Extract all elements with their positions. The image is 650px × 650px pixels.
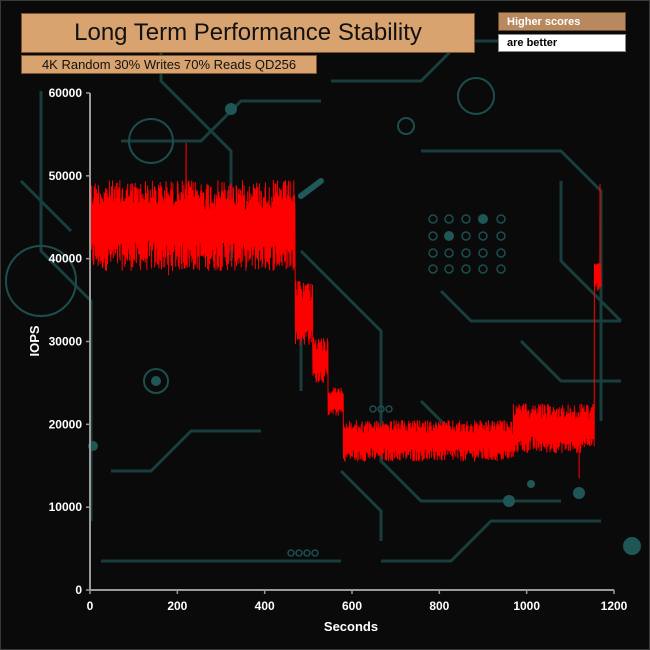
x-tick-label: 600 [342, 599, 362, 613]
legend-higher-scores: Higher scores [498, 12, 626, 31]
y-axis-title: IOPS [27, 325, 42, 356]
x-tick-label: 1200 [601, 599, 628, 613]
series-line [89, 142, 602, 479]
x-tick-label: 0 [87, 599, 94, 613]
series-layer [89, 142, 602, 479]
x-tick-label: 800 [429, 599, 449, 613]
y-tick-label: 10000 [49, 500, 83, 514]
y-tick-label: 0 [75, 583, 82, 597]
axes-layer [89, 93, 614, 591]
x-axis-title: Seconds [324, 619, 378, 634]
chart-title: Long Term Performance Stability [21, 13, 475, 53]
y-tick-label: 50000 [49, 169, 83, 183]
ticks-layer: 0 10000 20000 30000 40000 50000 60000 0 200 400 60… [49, 86, 628, 613]
x-tick-label: 1000 [513, 599, 540, 613]
y-tick-label: 20000 [49, 417, 83, 431]
legend-are-better: are better [498, 34, 626, 52]
y-tick-label: 30000 [49, 335, 83, 349]
x-tick-label: 200 [167, 599, 187, 613]
x-tick-label: 400 [255, 599, 275, 613]
y-tick-label: 40000 [49, 252, 83, 266]
chart-subtitle: 4K Random 30% Writes 70% Reads QD256 [21, 55, 317, 74]
y-tick-label: 60000 [49, 86, 83, 100]
